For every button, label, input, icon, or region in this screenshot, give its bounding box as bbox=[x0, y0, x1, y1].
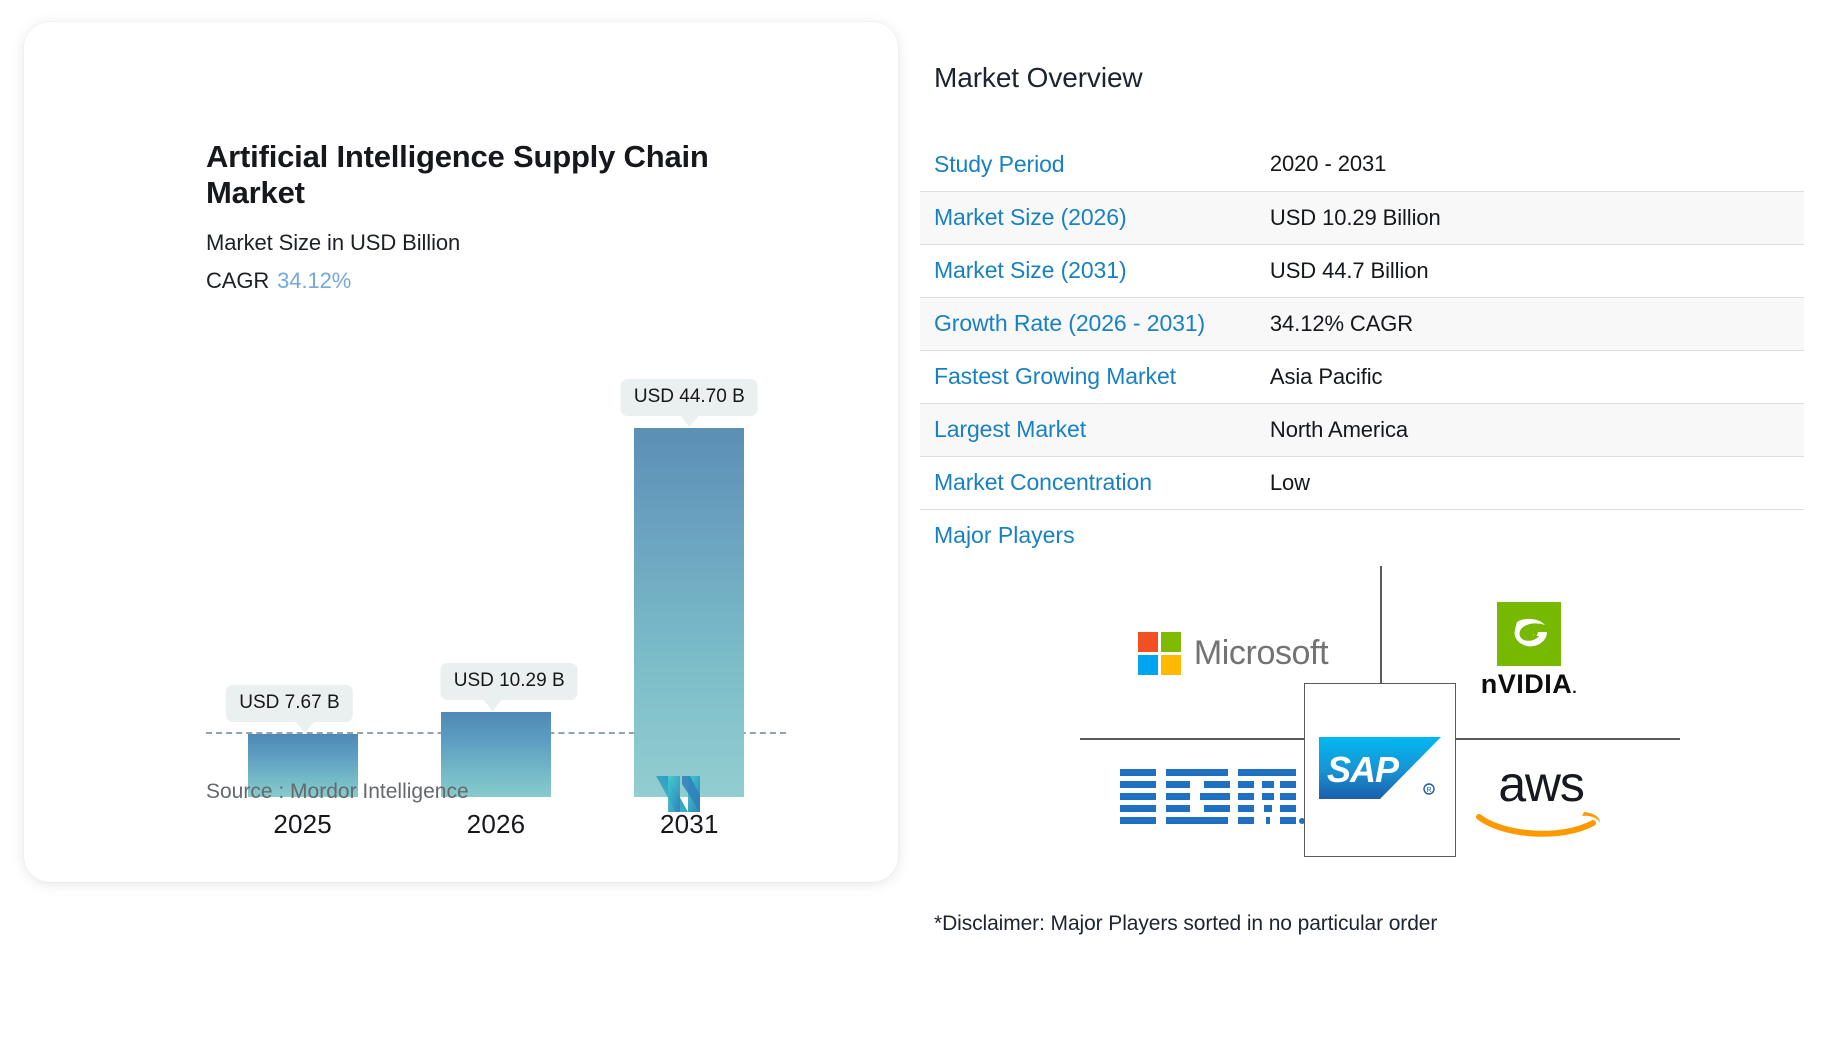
x-axis-label-2026: 2026 bbox=[466, 809, 526, 839]
logo-cell-ibm bbox=[1096, 756, 1326, 842]
row-value-largest-market: North America bbox=[1255, 402, 1804, 456]
row-key-fastest-growing-market: Fastest Growing Market bbox=[920, 349, 1256, 403]
microsoft-wordmark: Microsoft bbox=[1193, 633, 1329, 672]
row-value-market-size-2031: USD 44.7 Billion bbox=[1255, 243, 1804, 297]
row-value-study-period: 2020 - 2031 bbox=[1269, 151, 1387, 177]
row-value-growth-rate: 34.12% CAGR bbox=[1255, 296, 1804, 350]
row-key-largest-market: Largest Market bbox=[920, 402, 1256, 456]
cagr-value: 34.12% bbox=[277, 268, 352, 293]
svg-text:R: R bbox=[1426, 787, 1431, 794]
logo-grid: Microsoft nVIDIA. bbox=[1080, 566, 1680, 857]
microsoft-squares-icon bbox=[1137, 631, 1181, 675]
ibm-wordmark-icon bbox=[1120, 769, 1305, 824]
table-row: Market Size (2031) USD 44.7 Billion bbox=[920, 243, 1804, 297]
aws-wordmark: aws bbox=[1498, 756, 1585, 813]
table-row: Study Period 2020 - 2031 bbox=[920, 138, 1804, 191]
row-value-major-players bbox=[1255, 508, 1804, 562]
ibm-logo bbox=[1116, 763, 1306, 835]
row-key-market-size-2031: Market Size (2031) bbox=[920, 243, 1256, 297]
table-row: Largest Market North America bbox=[920, 402, 1804, 456]
row-value-fastest-growing-market: Asia Pacific bbox=[1255, 349, 1804, 403]
disclaimer-text: *Disclaimer: Major Players sorted in no … bbox=[934, 912, 1438, 935]
row-key-growth-rate: Growth Rate (2026 - 2031) bbox=[920, 296, 1256, 350]
table-row: Market Size (2026) USD 10.29 Billion bbox=[920, 190, 1804, 244]
table-row-major-players: Major Players bbox=[920, 508, 1804, 562]
major-players-logo-area: Microsoft nVIDIA. bbox=[920, 558, 1804, 888]
mordor-intelligence-logo bbox=[654, 774, 708, 814]
microsoft-logo: Microsoft bbox=[1137, 631, 1329, 675]
row-value-market-size-2026: USD 10.29 Billion bbox=[1255, 190, 1804, 244]
source-text: Source : Mordor Intelligence bbox=[206, 780, 469, 803]
aws-logo: aws bbox=[1476, 756, 1606, 839]
x-axis-label-2031: 2031 bbox=[659, 809, 719, 839]
bar-label-2026: USD 10.29 B bbox=[440, 663, 578, 700]
aws-smile-arrow-icon bbox=[1476, 811, 1600, 837]
bar-2031[interactable]: USD 44.70 B bbox=[620, 379, 758, 797]
logo-cell-aws: aws bbox=[1436, 754, 1646, 846]
chart-title: Artificial Intelligence Supply Chain Mar… bbox=[206, 139, 709, 211]
sap-wordmark-icon: SAP R bbox=[1319, 736, 1441, 799]
grid-vertical-divider bbox=[1380, 566, 1382, 738]
table-row: Fastest Growing Market Asia Pacific bbox=[920, 349, 1804, 403]
table-row: Market Concentration Low bbox=[920, 455, 1804, 509]
nvidia-logo: nVIDIA. bbox=[1481, 602, 1577, 700]
cagr-line: CAGR 34.12% bbox=[206, 268, 351, 294]
x-axis-label-2025: 2025 bbox=[273, 809, 332, 839]
bar-group: USD 7.67 B 2025 USD 10.29 B 2026 USD 44.… bbox=[206, 342, 786, 839]
logo-cell-nvidia: nVIDIA. bbox=[1400, 596, 1658, 706]
bar-column-2031: USD 44.70 B 2031 bbox=[593, 342, 786, 839]
bar-2026[interactable]: USD 10.29 B bbox=[440, 663, 578, 797]
row-value-market-concentration: Low bbox=[1255, 455, 1804, 509]
market-overview-panel: Market Overview Study Period 2020 - 2031… bbox=[920, 62, 1804, 1022]
bar-2025[interactable]: USD 7.67 B bbox=[226, 685, 358, 797]
logo-cell-sap: SAP R bbox=[1304, 683, 1456, 857]
nvidia-wordmark: nVIDIA. bbox=[1480, 669, 1578, 699]
bar-column-2025: USD 7.67 B 2025 bbox=[206, 342, 399, 839]
row-key-market-concentration: Market Concentration bbox=[920, 455, 1256, 509]
chart-card: Artificial Intelligence Supply Chain Mar… bbox=[24, 22, 898, 882]
bar-label-2025: USD 7.67 B bbox=[226, 685, 353, 722]
sap-logo: SAP R bbox=[1319, 736, 1441, 804]
overview-title: Market Overview bbox=[934, 62, 1143, 93]
row-key-study-period: Study Period bbox=[934, 150, 1065, 177]
chart-inner: Artificial Intelligence Supply Chain Mar… bbox=[24, 22, 898, 882]
chart-subtitle: Market Size in USD Billion bbox=[206, 230, 461, 255]
bar-label-2031: USD 44.70 B bbox=[620, 379, 758, 416]
table-row: Growth Rate (2026 - 2031) 34.12% CAGR bbox=[920, 296, 1804, 350]
row-key-market-size-2026: Market Size (2026) bbox=[920, 190, 1256, 244]
bar-chart-plot: USD 7.67 B 2025 USD 10.29 B 2026 USD 44.… bbox=[206, 277, 786, 839]
row-key-major-players: Major Players bbox=[920, 508, 1256, 562]
cagr-label: CAGR bbox=[206, 268, 270, 293]
logo-cell-microsoft: Microsoft bbox=[1104, 608, 1362, 698]
overview-table: Study Period 2020 - 2031 Market Size (20… bbox=[920, 138, 1804, 562]
nvidia-eye-icon bbox=[1497, 602, 1561, 666]
bar-column-2026: USD 10.29 B 2026 bbox=[399, 342, 592, 839]
svg-text:SAP: SAP bbox=[1327, 749, 1400, 790]
